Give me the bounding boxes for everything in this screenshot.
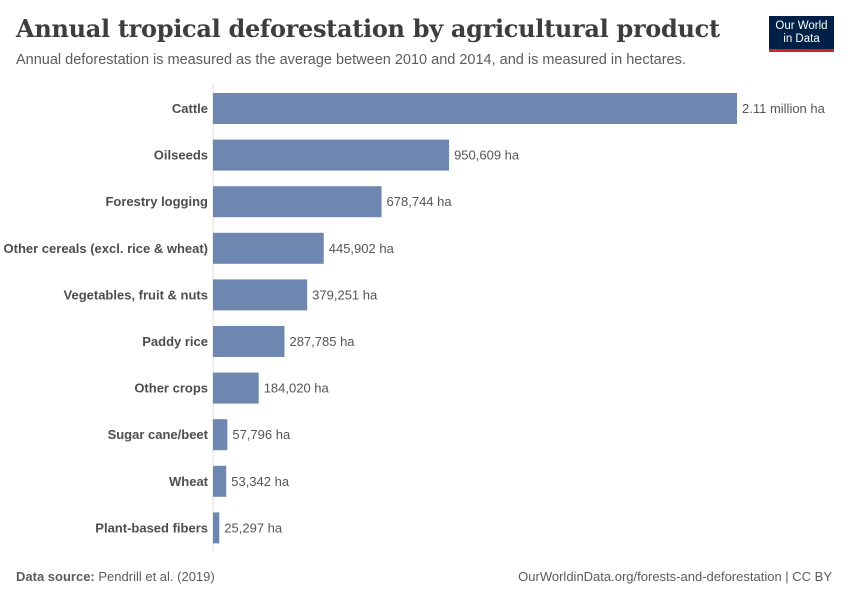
value-label: 57,796 ha (232, 427, 291, 442)
credit-link[interactable]: OurWorldinData.org/forests-and-deforesta… (518, 569, 832, 584)
value-label: 379,251 ha (312, 287, 378, 302)
bar[interactable] (213, 232, 324, 264)
chart-title: Annual tropical deforestation by agricul… (16, 14, 720, 43)
category-label: Vegetables, fruit & nuts (64, 287, 208, 302)
chart-subtitle: Annual deforestation is measured as the … (16, 52, 686, 68)
category-label: Other crops (134, 381, 208, 396)
value-label: 950,609 ha (454, 148, 520, 163)
category-label: Other cereals (excl. rice & wheat) (4, 241, 208, 256)
logo-line-1: Our World (775, 20, 828, 32)
bar[interactable] (213, 139, 450, 171)
data-source-link[interactable]: Pendrill et al. (2019) (98, 569, 215, 584)
bar[interactable] (213, 93, 737, 124)
category-label: Forestry logging (105, 194, 208, 209)
category-label: Sugar cane/beet (108, 427, 209, 442)
category-label: Wheat (169, 474, 209, 489)
bar[interactable] (213, 419, 228, 451)
logo-line-2: in Data (783, 33, 820, 45)
bar[interactable] (213, 279, 308, 311)
value-label: 678,744 ha (387, 194, 453, 209)
bar[interactable] (213, 186, 382, 218)
bar[interactable] (213, 465, 227, 497)
value-label: 287,785 ha (289, 334, 355, 349)
value-label: 53,342 ha (231, 474, 290, 489)
bar[interactable] (213, 512, 220, 544)
value-label: 445,902 ha (329, 241, 395, 256)
data-source: Data source: Pendrill et al. (2019) (16, 569, 215, 584)
bar-chart: Cattle 2.11 million ha Oilseeds 950,609 ha F… (4, 85, 826, 552)
owid-logo[interactable]: Our World in Data (769, 16, 834, 52)
category-label: Cattle (172, 101, 208, 116)
bar[interactable] (213, 326, 285, 357)
category-label: Paddy rice (142, 334, 208, 349)
value-label: 184,020 ha (264, 381, 330, 396)
value-label: 2.11 million ha (742, 101, 826, 116)
bar[interactable] (213, 372, 259, 404)
value-label: 25,297 ha (224, 520, 283, 535)
category-label: Oilseeds (154, 148, 208, 163)
category-label: Plant-based fibers (95, 520, 208, 535)
data-source-label: Data source: (16, 569, 95, 584)
